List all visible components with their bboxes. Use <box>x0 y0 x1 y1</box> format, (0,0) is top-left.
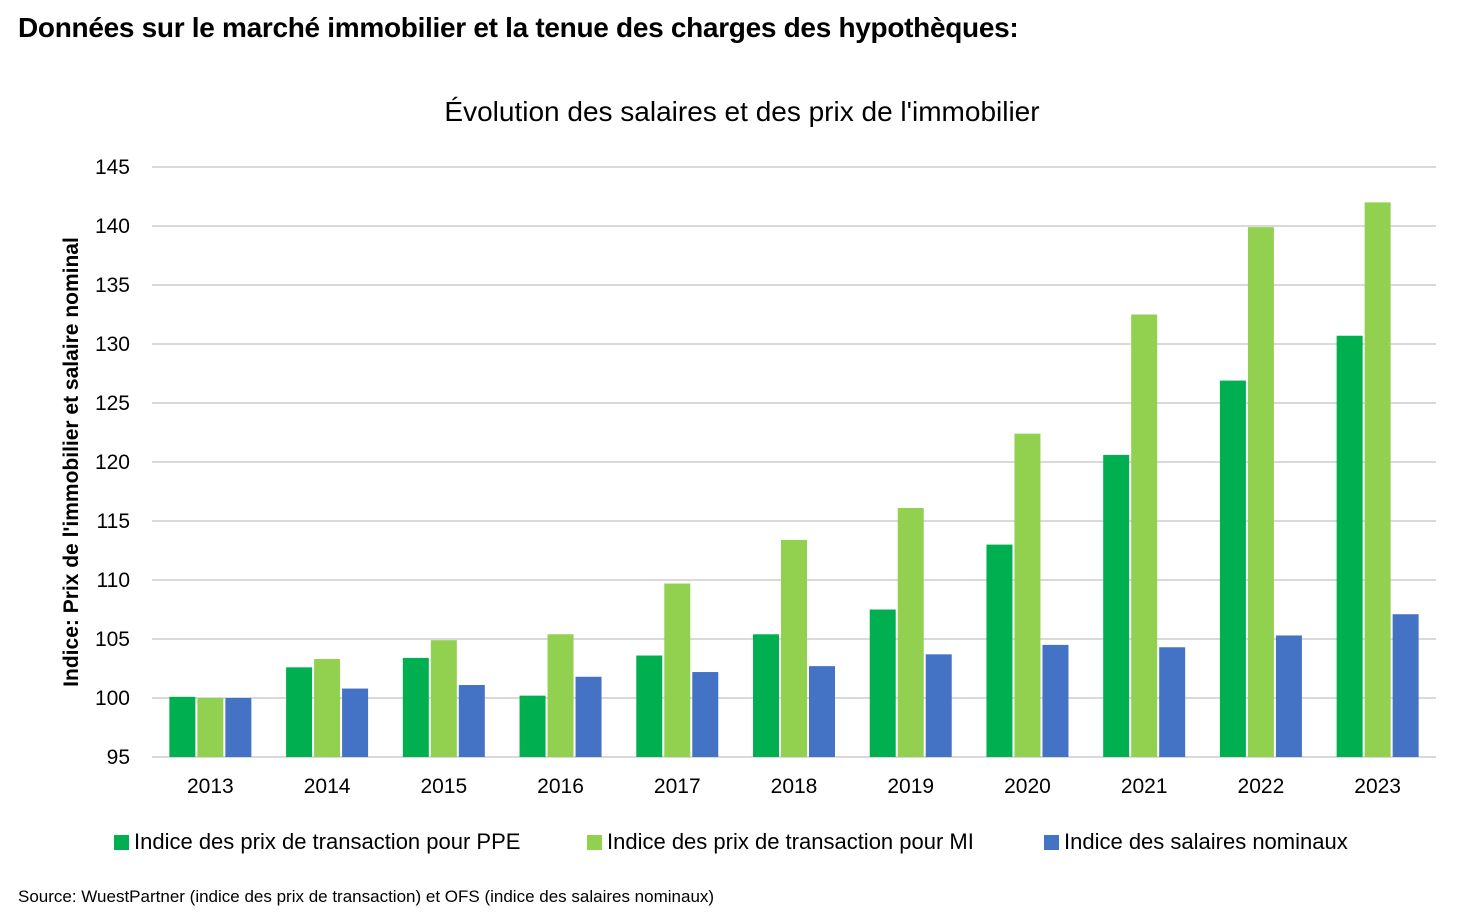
x-tick-label: 2016 <box>537 775 584 798</box>
bar <box>314 659 341 757</box>
chart-title: Évolution des salaires et des prix de l'… <box>444 96 1039 127</box>
bar <box>753 634 779 757</box>
bar <box>1392 614 1419 757</box>
source-note: Source: WuestPartner (indice des prix de… <box>18 887 715 906</box>
x-tick-label: 2013 <box>187 775 234 798</box>
bar <box>986 544 1013 757</box>
bar <box>169 696 196 757</box>
bar <box>1336 335 1363 757</box>
bar <box>1014 433 1041 757</box>
bar <box>897 508 924 757</box>
bar <box>1247 227 1274 757</box>
bar <box>575 676 602 757</box>
x-tick-label: 2022 <box>1238 775 1285 798</box>
bar <box>869 609 896 757</box>
bar <box>519 695 546 757</box>
y-tick-label: 100 <box>95 687 130 710</box>
bar <box>1159 647 1186 757</box>
bar <box>664 583 691 757</box>
bar <box>225 698 252 757</box>
y-axis-ticks: 95 100 105 110 115 120 125 130 135 140 145 <box>95 156 130 769</box>
legend-swatch <box>1044 835 1059 850</box>
y-tick-label: 110 <box>97 569 130 592</box>
legend-label: Indice des prix de transaction pour PPE <box>134 829 520 854</box>
bar <box>925 654 952 757</box>
y-tick-label: 115 <box>97 510 130 533</box>
y-tick-label: 130 <box>95 333 130 356</box>
legend-label: Indice des salaires nominaux <box>1064 829 1348 854</box>
bar <box>547 634 574 757</box>
x-tick-label: 2015 <box>420 775 467 798</box>
legend-swatch <box>587 835 602 850</box>
y-tick-label: 125 <box>95 392 130 415</box>
y-tick-label: 140 <box>95 215 130 238</box>
y-tick-label: 105 <box>95 628 130 651</box>
bar <box>342 688 369 757</box>
bar <box>781 539 807 757</box>
bar <box>458 685 485 757</box>
bars <box>169 202 1419 757</box>
page-heading: Données sur le marché immobilier et la t… <box>18 12 1019 43</box>
x-tick-label: 2014 <box>304 775 351 798</box>
x-tick-label: 2021 <box>1121 775 1168 798</box>
bar <box>809 666 835 757</box>
bar <box>1103 454 1130 757</box>
y-tick-label: 95 <box>107 746 130 769</box>
bar <box>692 672 719 757</box>
bar <box>636 655 663 757</box>
x-tick-label: 2023 <box>1354 775 1401 798</box>
legend: Indice des prix de transaction pour PPE I… <box>114 829 1348 854</box>
legend-swatch <box>114 835 129 850</box>
x-tick-label: 2017 <box>654 775 701 798</box>
bar <box>286 667 313 757</box>
y-tick-label: 135 <box>95 274 130 297</box>
bar <box>402 657 429 757</box>
x-tick-label: 2019 <box>887 775 934 798</box>
y-tick-label: 120 <box>95 451 130 474</box>
bar <box>430 640 457 757</box>
bar <box>1131 314 1158 757</box>
y-tick-label: 145 <box>95 156 130 179</box>
bar <box>1042 644 1069 757</box>
y-axis-label: Indice: Prix de l'immobilier et salaire … <box>60 237 83 687</box>
x-tick-label: 2020 <box>1004 775 1051 798</box>
bar <box>1364 202 1391 757</box>
bar <box>1219 380 1246 757</box>
x-axis-ticks: 2013 2014 2015 2016 2017 2018 2019 2020 2021 2022… <box>187 775 1401 798</box>
bar <box>197 698 224 757</box>
bar <box>1275 635 1302 757</box>
legend-label: Indice des prix de transaction pour MI <box>607 829 974 854</box>
x-tick-label: 2018 <box>771 775 818 798</box>
